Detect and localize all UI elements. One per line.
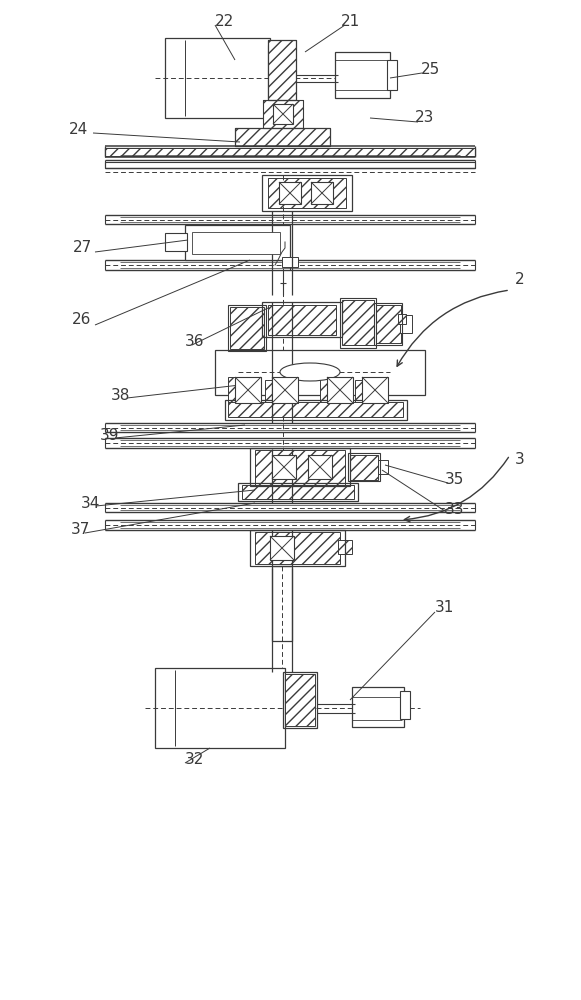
Bar bbox=[273, 104, 293, 124]
Bar bbox=[285, 674, 315, 726]
Bar bbox=[268, 40, 296, 100]
Bar bbox=[320, 377, 350, 403]
Bar bbox=[340, 298, 376, 348]
Bar bbox=[268, 305, 336, 335]
Bar bbox=[105, 148, 475, 156]
Bar bbox=[268, 178, 346, 208]
Text: 25: 25 bbox=[421, 62, 440, 78]
Bar bbox=[165, 233, 187, 251]
Bar bbox=[283, 672, 317, 728]
Text: 39: 39 bbox=[101, 428, 120, 442]
Bar bbox=[242, 485, 354, 499]
Text: 31: 31 bbox=[435, 600, 455, 615]
Bar bbox=[225, 400, 407, 420]
Bar bbox=[228, 377, 258, 403]
Bar bbox=[374, 303, 402, 345]
Bar bbox=[255, 450, 345, 485]
Bar bbox=[348, 453, 380, 481]
Bar bbox=[270, 536, 294, 560]
Bar bbox=[311, 182, 333, 204]
Bar bbox=[235, 128, 330, 146]
Bar bbox=[355, 380, 385, 402]
Bar bbox=[250, 448, 350, 486]
Bar bbox=[387, 60, 397, 90]
Text: 36: 36 bbox=[185, 334, 205, 350]
Bar bbox=[165, 38, 270, 118]
Text: 27: 27 bbox=[73, 240, 92, 255]
Bar bbox=[400, 315, 412, 333]
Bar bbox=[350, 455, 378, 480]
Bar bbox=[262, 175, 352, 211]
Text: 35: 35 bbox=[445, 473, 465, 488]
Bar bbox=[265, 380, 295, 402]
Bar bbox=[215, 350, 425, 395]
Text: 22: 22 bbox=[216, 14, 235, 29]
Bar bbox=[398, 314, 406, 324]
Bar bbox=[272, 566, 292, 641]
Bar bbox=[238, 483, 358, 501]
Bar bbox=[263, 100, 303, 128]
Bar bbox=[228, 402, 403, 417]
Bar bbox=[263, 100, 303, 128]
Bar bbox=[192, 232, 280, 254]
Text: 2: 2 bbox=[515, 272, 525, 288]
Bar bbox=[262, 302, 342, 337]
Bar bbox=[105, 162, 475, 168]
Bar bbox=[155, 668, 285, 748]
Bar bbox=[308, 455, 332, 479]
Bar bbox=[378, 460, 388, 474]
Bar bbox=[362, 377, 388, 403]
Text: 34: 34 bbox=[80, 495, 100, 510]
Text: 32: 32 bbox=[185, 752, 205, 768]
Bar bbox=[255, 532, 340, 564]
Bar bbox=[327, 377, 353, 403]
Bar bbox=[279, 182, 301, 204]
Text: 23: 23 bbox=[415, 110, 435, 125]
Bar bbox=[340, 542, 350, 554]
Ellipse shape bbox=[280, 363, 340, 381]
Bar bbox=[352, 687, 404, 727]
Text: 3: 3 bbox=[515, 452, 525, 468]
Text: 21: 21 bbox=[340, 14, 360, 29]
Bar bbox=[105, 148, 475, 156]
Bar bbox=[335, 52, 390, 98]
Bar bbox=[376, 305, 401, 343]
Bar bbox=[282, 257, 298, 267]
Bar bbox=[250, 530, 345, 566]
Bar bbox=[400, 691, 410, 719]
Text: 37: 37 bbox=[70, 522, 89, 538]
Bar bbox=[185, 225, 290, 260]
Text: 38: 38 bbox=[110, 387, 130, 402]
Bar bbox=[272, 455, 296, 479]
Text: 24: 24 bbox=[69, 122, 88, 137]
Bar bbox=[235, 377, 261, 403]
Bar bbox=[235, 128, 330, 146]
Bar bbox=[342, 300, 374, 345]
Text: 33: 33 bbox=[445, 502, 465, 518]
Bar bbox=[228, 305, 266, 351]
Bar bbox=[338, 540, 352, 554]
Bar bbox=[268, 40, 296, 100]
Bar bbox=[272, 377, 298, 403]
Text: 26: 26 bbox=[72, 312, 92, 328]
Bar bbox=[230, 307, 264, 349]
